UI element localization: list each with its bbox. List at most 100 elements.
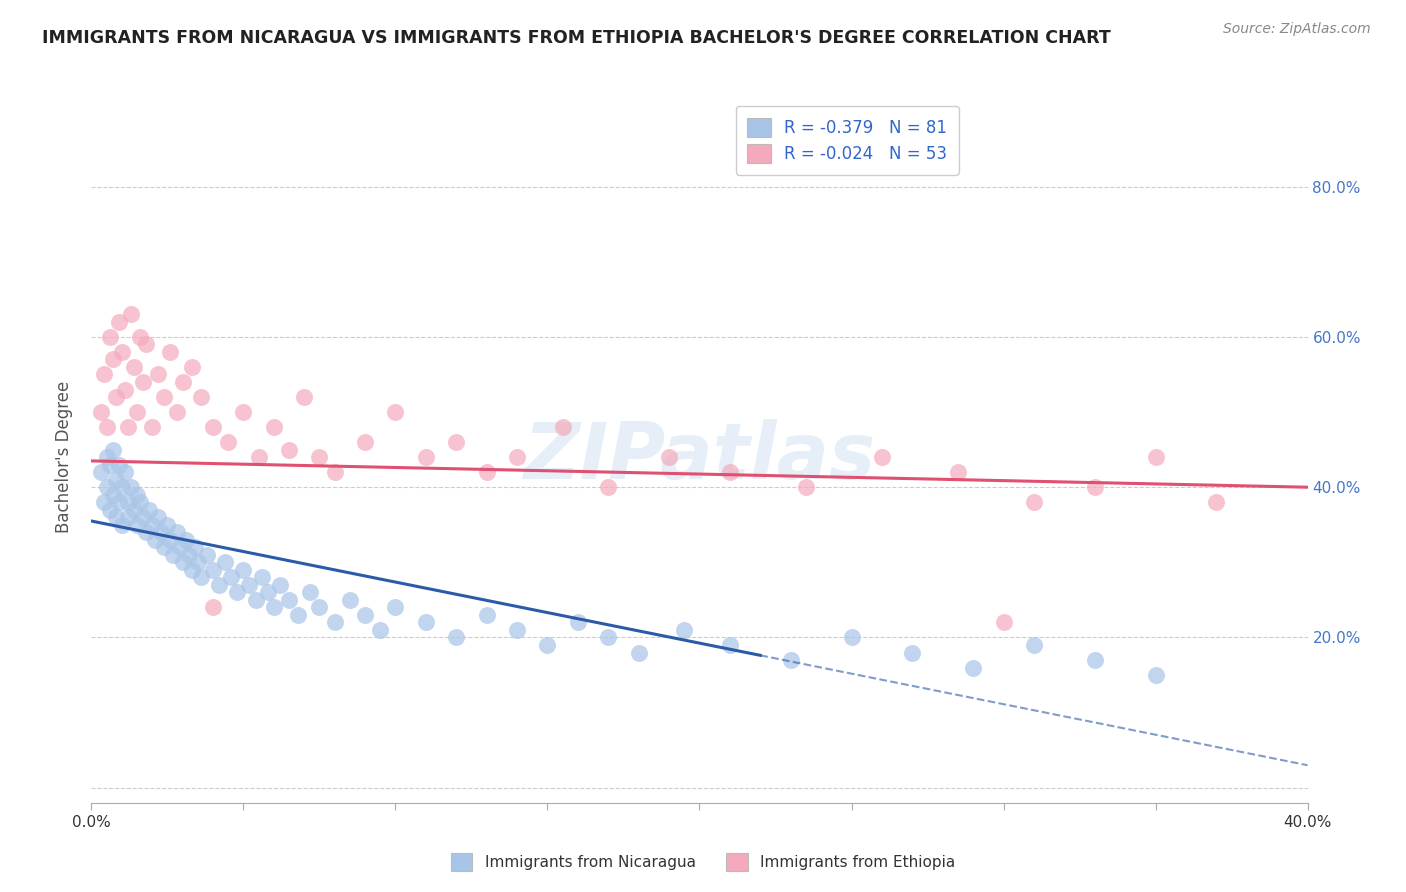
Point bbox=[117, 510, 139, 524]
Point bbox=[190, 570, 212, 584]
Point bbox=[107, 458, 129, 472]
Point bbox=[101, 442, 124, 457]
Point bbox=[232, 563, 254, 577]
Point bbox=[339, 593, 361, 607]
Point bbox=[536, 638, 558, 652]
Point bbox=[292, 390, 315, 404]
Point bbox=[104, 510, 127, 524]
Point bbox=[148, 510, 170, 524]
Point bbox=[202, 420, 225, 434]
Point bbox=[141, 420, 163, 434]
Point bbox=[841, 631, 863, 645]
Point bbox=[506, 623, 529, 637]
Point bbox=[202, 600, 225, 615]
Point bbox=[125, 517, 148, 532]
Point bbox=[122, 359, 145, 374]
Point bbox=[101, 352, 124, 367]
Point bbox=[143, 533, 166, 547]
Point bbox=[202, 563, 225, 577]
Text: IMMIGRANTS FROM NICARAGUA VS IMMIGRANTS FROM ETHIOPIA BACHELOR'S DEGREE CORRELAT: IMMIGRANTS FROM NICARAGUA VS IMMIGRANTS … bbox=[42, 29, 1111, 46]
Point bbox=[308, 450, 330, 465]
Point bbox=[993, 615, 1015, 630]
Point bbox=[153, 390, 176, 404]
Point bbox=[278, 593, 301, 607]
Point bbox=[901, 646, 924, 660]
Point bbox=[162, 548, 184, 562]
Point bbox=[1022, 638, 1045, 652]
Point bbox=[658, 450, 681, 465]
Point bbox=[1144, 668, 1167, 682]
Point bbox=[794, 480, 817, 494]
Point bbox=[287, 607, 309, 622]
Point bbox=[125, 405, 148, 419]
Point bbox=[217, 435, 239, 450]
Point bbox=[117, 420, 139, 434]
Point bbox=[226, 585, 249, 599]
Point bbox=[111, 345, 134, 359]
Point bbox=[156, 517, 179, 532]
Point bbox=[184, 541, 207, 555]
Point bbox=[98, 330, 121, 344]
Point bbox=[250, 570, 273, 584]
Legend: Immigrants from Nicaragua, Immigrants from Ethiopia: Immigrants from Nicaragua, Immigrants fr… bbox=[444, 847, 962, 877]
Point bbox=[551, 420, 574, 434]
Point bbox=[1084, 653, 1107, 667]
Point bbox=[89, 405, 111, 419]
Point bbox=[159, 533, 181, 547]
Legend: R = -0.379   N = 81, R = -0.024   N = 53: R = -0.379 N = 81, R = -0.024 N = 53 bbox=[735, 106, 959, 175]
Text: ZIPatlas: ZIPatlas bbox=[523, 419, 876, 495]
Point bbox=[354, 607, 377, 622]
Y-axis label: Bachelor's Degree: Bachelor's Degree bbox=[55, 381, 73, 533]
Point bbox=[180, 563, 202, 577]
Point bbox=[415, 615, 437, 630]
Point bbox=[962, 660, 984, 674]
Point bbox=[475, 607, 498, 622]
Point bbox=[232, 405, 254, 419]
Point bbox=[256, 585, 278, 599]
Point bbox=[114, 383, 136, 397]
Point bbox=[870, 450, 893, 465]
Point bbox=[135, 525, 157, 540]
Point bbox=[135, 337, 157, 351]
Point bbox=[89, 465, 111, 479]
Point bbox=[138, 502, 160, 516]
Point bbox=[120, 307, 142, 321]
Point bbox=[132, 510, 155, 524]
Point bbox=[174, 533, 197, 547]
Point bbox=[159, 345, 181, 359]
Point bbox=[247, 450, 270, 465]
Point bbox=[169, 541, 191, 555]
Point bbox=[627, 646, 650, 660]
Point bbox=[172, 375, 194, 389]
Point bbox=[96, 450, 118, 465]
Point bbox=[111, 480, 134, 494]
Point bbox=[384, 600, 406, 615]
Point bbox=[96, 420, 118, 434]
Point bbox=[101, 488, 124, 502]
Point bbox=[238, 578, 260, 592]
Point bbox=[93, 368, 115, 382]
Point bbox=[567, 615, 589, 630]
Point bbox=[946, 465, 969, 479]
Point bbox=[245, 593, 267, 607]
Point bbox=[269, 578, 291, 592]
Point bbox=[598, 631, 620, 645]
Point bbox=[263, 600, 285, 615]
Point bbox=[219, 570, 242, 584]
Point bbox=[93, 495, 115, 509]
Point bbox=[598, 480, 620, 494]
Point bbox=[368, 623, 391, 637]
Point bbox=[132, 375, 155, 389]
Point bbox=[1084, 480, 1107, 494]
Point bbox=[148, 368, 170, 382]
Point bbox=[111, 517, 134, 532]
Point bbox=[96, 480, 118, 494]
Point bbox=[208, 578, 231, 592]
Point bbox=[166, 525, 188, 540]
Point bbox=[122, 502, 145, 516]
Point bbox=[125, 488, 148, 502]
Point bbox=[299, 585, 322, 599]
Point bbox=[278, 442, 301, 457]
Point bbox=[180, 359, 202, 374]
Point bbox=[107, 315, 129, 329]
